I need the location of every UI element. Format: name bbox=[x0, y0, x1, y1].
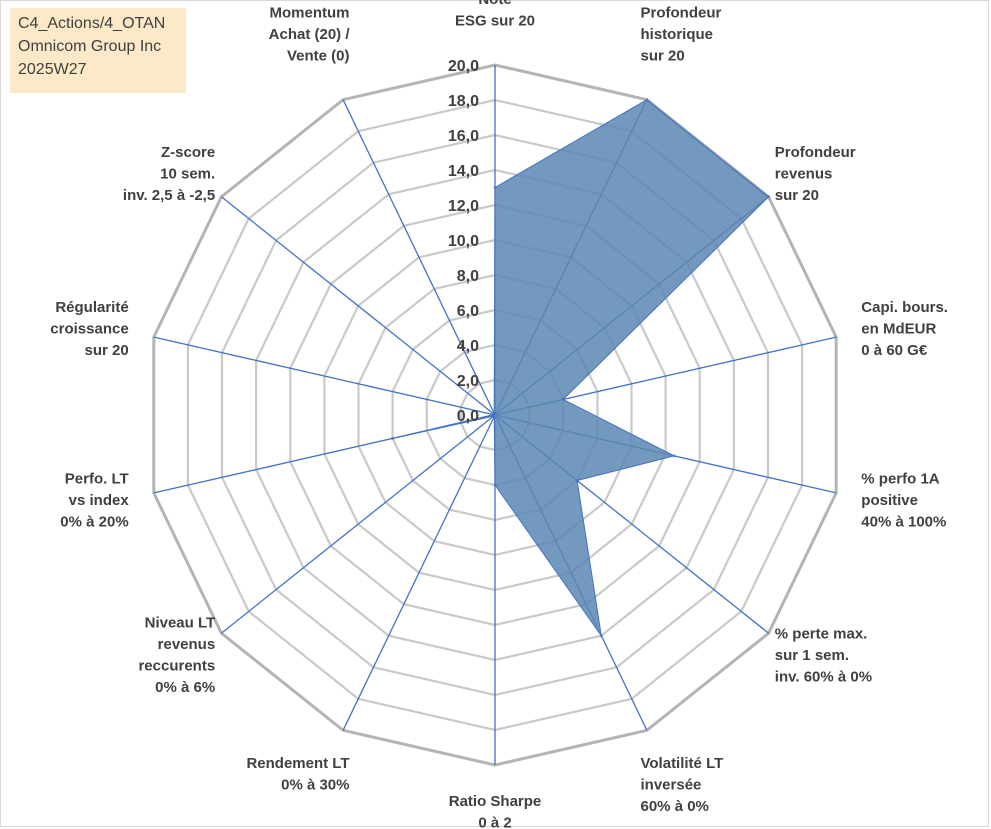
axis-label-4: % perfo 1A positive 40% à 100% bbox=[861, 471, 946, 531]
axis-label-line: 10 sem. bbox=[160, 166, 215, 183]
info-category: C4_Actions/4_OTAN bbox=[18, 15, 166, 32]
axis-label-11: Régularité croissance sur 20 bbox=[50, 299, 128, 359]
axis-label-line: 0 à 60 G€ bbox=[861, 342, 928, 359]
axis-label-line: Capi. bours. bbox=[861, 299, 948, 316]
radar-tick-labels: 0,0 2,0 4,0 6,0 8,0 10,0 12,0 14,0 16,0 18,0 20,0 bbox=[448, 58, 479, 425]
axis-label-10: Perfo. LT vs index 0% à 20% bbox=[60, 471, 129, 531]
spoke-13 bbox=[342, 99, 496, 416]
axis-label-line: Niveau LT bbox=[145, 615, 216, 632]
tick-label: 16,0 bbox=[448, 128, 479, 145]
axis-label-line: 0% à 30% bbox=[281, 776, 349, 793]
axis-label-line: Z-score bbox=[161, 144, 215, 161]
data-point-10 bbox=[391, 436, 395, 440]
data-point-2 bbox=[767, 195, 771, 199]
tick-label: 8,0 bbox=[457, 268, 479, 285]
axis-label-line: croissance bbox=[50, 320, 128, 337]
data-point-7 bbox=[493, 483, 497, 487]
axis-label-line: inv. 2,5 à -2,5 bbox=[123, 187, 215, 204]
axis-label-line: sur 1 sem. bbox=[775, 647, 849, 664]
spoke-12 bbox=[220, 196, 496, 416]
data-point-5 bbox=[575, 479, 579, 482]
axis-label-line: 0% à 20% bbox=[60, 514, 128, 531]
axis-label-13: Momentum Achat (20) / Vente (0) bbox=[269, 5, 351, 65]
tick-label: 14,0 bbox=[448, 163, 479, 180]
tick-label: 4,0 bbox=[457, 338, 479, 355]
axis-label-1: Profondeur historique sur 20 bbox=[641, 5, 722, 65]
axis-label-line: positive bbox=[861, 492, 918, 509]
axis-label-6: Volatilité LT inversée 60% à 0% bbox=[641, 755, 724, 815]
axis-label-line: reccurents bbox=[138, 658, 215, 675]
axis-label-0: Note ESG sur 20 bbox=[455, 0, 535, 30]
axis-label-line: revenus bbox=[158, 636, 216, 653]
data-point-3 bbox=[561, 397, 565, 401]
axis-label-12: Z-score 10 sem. inv. 2,5 à -2,5 bbox=[123, 144, 215, 204]
tick-label: 0,0 bbox=[457, 408, 479, 425]
info-company: Omnicom Group Inc bbox=[18, 38, 162, 55]
axis-label-line: Profondeur bbox=[775, 144, 856, 161]
tick-label: 18,0 bbox=[448, 93, 479, 110]
tick-label: 20,0 bbox=[448, 58, 479, 75]
axis-label-line: Perfo. LT bbox=[65, 471, 129, 488]
axis-label-line: 40% à 100% bbox=[861, 514, 946, 531]
spoke-8 bbox=[342, 414, 496, 731]
radar-axis-labels: Note ESG sur 20 Profondeur historique sur 20… bbox=[50, 0, 948, 829]
tick-label: 10,0 bbox=[448, 233, 479, 250]
data-point-1 bbox=[645, 98, 649, 102]
axis-label-line: % perte max. bbox=[775, 625, 868, 642]
tick-label: 2,0 bbox=[457, 373, 479, 390]
axis-label-line: sur 20 bbox=[641, 48, 685, 65]
axis-label-3: Capi. bours. en MdEUR 0 à 60 G€ bbox=[861, 299, 948, 359]
axis-label-line: Momentum bbox=[270, 5, 350, 22]
axis-label-line: inversée bbox=[641, 776, 702, 793]
axis-label-5: % perte max. sur 1 sem. inv. 60% à 0% bbox=[775, 625, 872, 685]
tick-label: 6,0 bbox=[457, 303, 479, 320]
axis-label-2: Profondeur revenus sur 20 bbox=[775, 144, 856, 204]
axis-label-line: ESG sur 20 bbox=[455, 13, 535, 30]
data-point-6 bbox=[599, 634, 603, 638]
axis-label-line: sur 20 bbox=[84, 342, 128, 359]
axis-label-line: Volatilité LT bbox=[641, 755, 724, 772]
axis-label-line: 0% à 6% bbox=[155, 679, 215, 696]
axis-label-line: 60% à 0% bbox=[641, 798, 709, 815]
axis-label-line: en MdEUR bbox=[861, 320, 936, 337]
chart-info-box: C4_Actions/4_OTAN Omnicom Group Inc 2025… bbox=[10, 8, 186, 93]
spoke-9 bbox=[220, 414, 496, 634]
axis-label-7: Ratio Sharpe 0 à 2 bbox=[449, 793, 542, 829]
axis-label-line: Achat (20) / bbox=[269, 26, 351, 43]
axis-label-line: vs index bbox=[69, 492, 130, 509]
data-point-13 bbox=[492, 411, 496, 415]
axis-label-line: Ratio Sharpe bbox=[449, 793, 542, 810]
axis-label-line: Note bbox=[478, 0, 511, 8]
spoke-11 bbox=[153, 336, 496, 416]
axis-label-line: historique bbox=[641, 26, 714, 43]
axis-label-8: Rendement LT 0% à 30% bbox=[246, 755, 349, 794]
axis-label-line: 0 à 2 bbox=[478, 815, 511, 829]
info-week: 2025W27 bbox=[18, 61, 87, 78]
data-point-4 bbox=[672, 454, 676, 458]
axis-label-line: sur 20 bbox=[775, 187, 819, 204]
axis-label-line: Régularité bbox=[55, 299, 128, 316]
axis-label-9: Niveau LT revenus reccurents 0% à 6% bbox=[138, 615, 215, 697]
radar-series bbox=[391, 98, 771, 638]
axis-label-line: Vente (0) bbox=[287, 48, 350, 65]
tick-label: 12,0 bbox=[448, 198, 479, 215]
axis-label-line: % perfo 1A bbox=[861, 471, 940, 488]
axis-label-line: revenus bbox=[775, 166, 833, 183]
axis-label-line: Profondeur bbox=[641, 5, 722, 22]
axis-label-line: inv. 60% à 0% bbox=[775, 668, 872, 685]
data-point-0 bbox=[493, 186, 497, 189]
axis-label-line: Rendement LT bbox=[246, 755, 349, 772]
